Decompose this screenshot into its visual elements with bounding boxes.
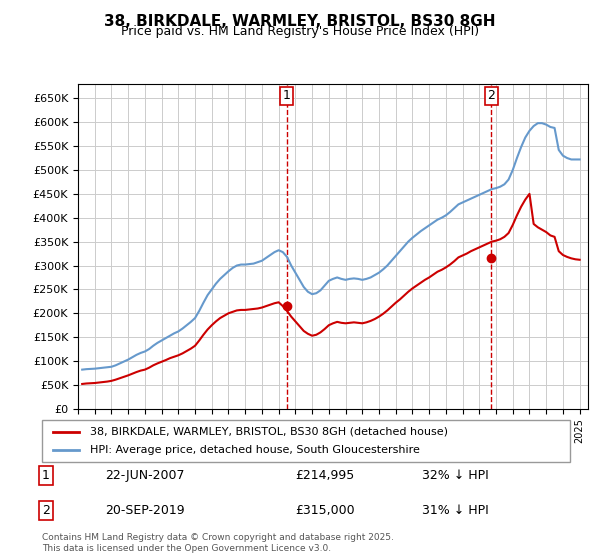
Text: 31% ↓ HPI: 31% ↓ HPI xyxy=(422,504,489,517)
Text: 2: 2 xyxy=(487,90,495,102)
Text: 1: 1 xyxy=(42,469,50,482)
Text: Contains HM Land Registry data © Crown copyright and database right 2025.
This d: Contains HM Land Registry data © Crown c… xyxy=(42,533,394,553)
Text: 2: 2 xyxy=(42,504,50,517)
Text: £214,995: £214,995 xyxy=(295,469,355,482)
Text: 20-SEP-2019: 20-SEP-2019 xyxy=(106,504,185,517)
Text: 38, BIRKDALE, WARMLEY, BRISTOL, BS30 8GH: 38, BIRKDALE, WARMLEY, BRISTOL, BS30 8GH xyxy=(104,14,496,29)
Text: 38, BIRKDALE, WARMLEY, BRISTOL, BS30 8GH (detached house): 38, BIRKDALE, WARMLEY, BRISTOL, BS30 8GH… xyxy=(89,427,448,437)
FancyBboxPatch shape xyxy=(42,420,570,462)
Text: 32% ↓ HPI: 32% ↓ HPI xyxy=(422,469,489,482)
Text: £315,000: £315,000 xyxy=(295,504,355,517)
Text: Price paid vs. HM Land Registry's House Price Index (HPI): Price paid vs. HM Land Registry's House … xyxy=(121,25,479,38)
Text: HPI: Average price, detached house, South Gloucestershire: HPI: Average price, detached house, Sout… xyxy=(89,445,419,455)
Text: 1: 1 xyxy=(283,90,290,102)
Text: 22-JUN-2007: 22-JUN-2007 xyxy=(106,469,185,482)
